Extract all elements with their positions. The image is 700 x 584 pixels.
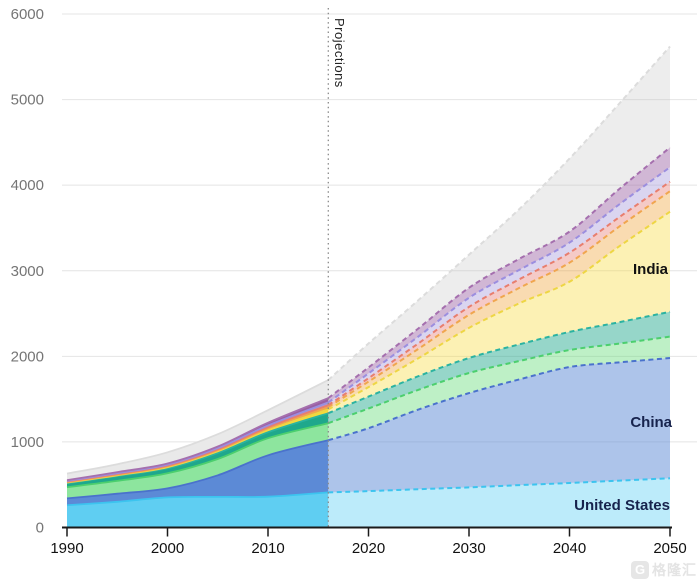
watermark: G 格隆汇 [631, 560, 697, 580]
series-label-china: China [630, 414, 672, 431]
area-unlabeled-green-projection [328, 336, 670, 441]
area-unlabeled-teal-projection [328, 311, 670, 424]
x-tick-label: 2020 [352, 540, 385, 557]
boundary-china-historical [66, 439, 329, 500]
y-tick-label: 3000 [11, 263, 44, 280]
boundary-rest-of-world-gray-historical [66, 379, 329, 475]
area-rest-of-world-gray-historical [67, 380, 329, 481]
series-label-india: India [632, 261, 668, 278]
boundary-unlabeled-lavender-historical [66, 401, 329, 482]
area-china-projection [328, 358, 670, 493]
x-tick-label: 2010 [251, 540, 284, 557]
area-china-historical [67, 440, 329, 506]
x-tick-label: 2000 [151, 540, 184, 557]
area-rest-of-world-gray-projection [328, 46, 670, 399]
x-tick-label: 2050 [653, 540, 686, 557]
y-tick-label: 5000 [11, 92, 44, 109]
boundary-unlabeled-purple-historical [66, 397, 329, 482]
watermark-text: 格隆汇 [652, 562, 697, 578]
boundary-unlabeled-teal-projection [327, 310, 671, 415]
area-unlabeled-orange-projection [328, 191, 670, 410]
y-tick-label: 0 [36, 520, 44, 537]
series-label-united-states: United States [574, 497, 670, 514]
boundary-unlabeled-green-projection [327, 335, 671, 425]
area-india-projection [328, 211, 670, 414]
boundary-rest-of-world-gray-projection [327, 45, 671, 381]
x-tick-label: 2040 [553, 540, 586, 557]
x-tick-label: 1990 [50, 540, 83, 557]
watermark-logo-icon: G [631, 561, 649, 579]
boundary-unlabeled-salmon-projection [327, 180, 671, 406]
boundary-united-states-historical [66, 491, 329, 507]
projections-divider-label: Projections [332, 18, 347, 88]
x-tick-label: 2030 [452, 540, 485, 557]
y-tick-label: 4000 [11, 177, 44, 194]
area-united-states-projection [328, 478, 670, 528]
y-tick-label: 1000 [11, 434, 44, 451]
area-unlabeled-salmon-projection [328, 181, 670, 407]
boundary-india-projection [327, 210, 671, 411]
boundary-unlabeled-purple-projection [327, 146, 671, 399]
boundary-unlabeled-orange-projection [327, 190, 671, 408]
boundary-united-states-projection [328, 477, 671, 494]
area-unlabeled-purple-projection [328, 147, 670, 403]
y-tick-label: 6000 [11, 6, 44, 23]
boundary-china-projection [328, 357, 671, 442]
boundary-unlabeled-lavender-projection [327, 166, 671, 404]
boundary-unlabeled-green-historical [66, 422, 329, 489]
y-tick-label: 2000 [11, 348, 44, 365]
